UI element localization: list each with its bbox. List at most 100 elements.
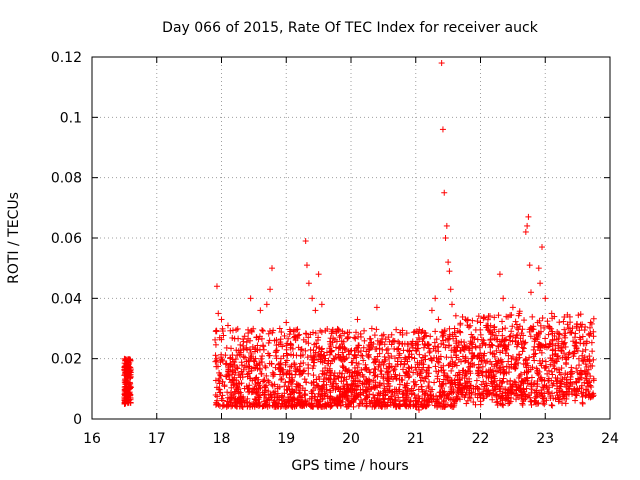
data-point <box>400 347 407 354</box>
data-point <box>319 345 326 352</box>
data-point <box>330 378 337 385</box>
data-point <box>420 378 427 385</box>
y-axis-label: ROTI / TECUs <box>6 192 22 284</box>
data-point <box>303 262 310 269</box>
data-point <box>404 340 411 347</box>
data-point <box>216 402 223 409</box>
data-point <box>438 393 445 400</box>
chart-title: Day 066 of 2015, Rate Of TEC Index for r… <box>162 20 539 36</box>
data-point <box>332 344 339 351</box>
data-point <box>427 348 434 355</box>
data-point <box>259 342 266 349</box>
data-point <box>213 327 220 334</box>
data-point <box>509 354 516 361</box>
data-point <box>463 400 470 407</box>
data-point <box>410 369 417 376</box>
data-point <box>545 331 552 338</box>
y-tick-label: 0.12 <box>51 50 82 66</box>
data-point <box>441 189 448 196</box>
data-points <box>121 60 597 413</box>
data-point <box>543 363 550 370</box>
data-point <box>121 360 128 367</box>
data-point <box>537 280 544 287</box>
data-point <box>463 317 470 324</box>
data-point <box>582 346 589 353</box>
data-point <box>351 334 358 341</box>
data-point <box>335 374 342 381</box>
data-point <box>305 370 312 377</box>
data-point <box>528 374 535 381</box>
data-point <box>491 353 498 360</box>
data-point <box>508 328 515 335</box>
data-point <box>292 371 299 378</box>
data-point <box>459 313 466 320</box>
data-point <box>524 222 531 229</box>
data-point <box>427 333 434 340</box>
data-point <box>307 346 314 353</box>
x-tick-label: 20 <box>342 431 360 447</box>
data-point <box>480 378 487 385</box>
data-point <box>331 356 338 363</box>
data-point <box>484 358 491 365</box>
data-point <box>378 371 385 378</box>
data-point <box>364 352 371 359</box>
data-point <box>581 327 588 334</box>
data-point <box>337 332 344 339</box>
data-point <box>549 328 556 335</box>
data-point <box>494 402 501 409</box>
data-point <box>212 358 219 365</box>
data-point <box>258 355 265 362</box>
data-point <box>502 325 509 332</box>
data-point <box>302 330 309 337</box>
data-point <box>575 355 582 362</box>
data-point <box>360 344 367 351</box>
data-point <box>535 265 542 272</box>
data-point <box>415 386 422 393</box>
data-point <box>212 341 219 348</box>
data-point <box>509 323 516 330</box>
data-point <box>305 280 312 287</box>
data-point <box>417 377 424 384</box>
data-point <box>258 370 265 377</box>
data-point <box>243 358 250 365</box>
x-tick-label: 23 <box>536 431 554 447</box>
data-point <box>380 380 387 387</box>
data-point <box>345 351 352 358</box>
data-point <box>296 363 303 370</box>
data-point <box>553 389 560 396</box>
data-point <box>446 325 453 332</box>
data-point <box>509 304 516 311</box>
data-point <box>505 358 512 365</box>
y-tick-label: 0.1 <box>60 110 82 126</box>
data-point <box>124 394 131 401</box>
data-point <box>406 365 413 372</box>
data-point <box>457 321 464 328</box>
data-point <box>500 342 507 349</box>
data-point <box>419 327 426 334</box>
data-point <box>579 393 586 400</box>
data-point <box>425 383 432 390</box>
data-point <box>528 289 535 296</box>
data-point <box>310 329 317 336</box>
data-point <box>549 402 556 409</box>
data-point <box>512 318 519 325</box>
data-point <box>428 357 435 364</box>
data-point <box>561 326 568 333</box>
data-point <box>286 367 293 374</box>
data-point <box>213 283 220 290</box>
data-point <box>464 397 471 404</box>
data-point <box>242 354 249 361</box>
data-point <box>305 361 312 368</box>
data-point <box>291 395 298 402</box>
data-point <box>484 316 491 323</box>
data-point <box>583 392 590 399</box>
data-point <box>442 344 449 351</box>
data-point <box>440 362 447 369</box>
data-point <box>273 355 280 362</box>
data-point <box>257 307 264 314</box>
data-point <box>126 385 133 392</box>
data-point <box>556 319 563 326</box>
data-point <box>491 351 498 358</box>
data-point <box>548 310 555 317</box>
data-point <box>413 381 420 388</box>
